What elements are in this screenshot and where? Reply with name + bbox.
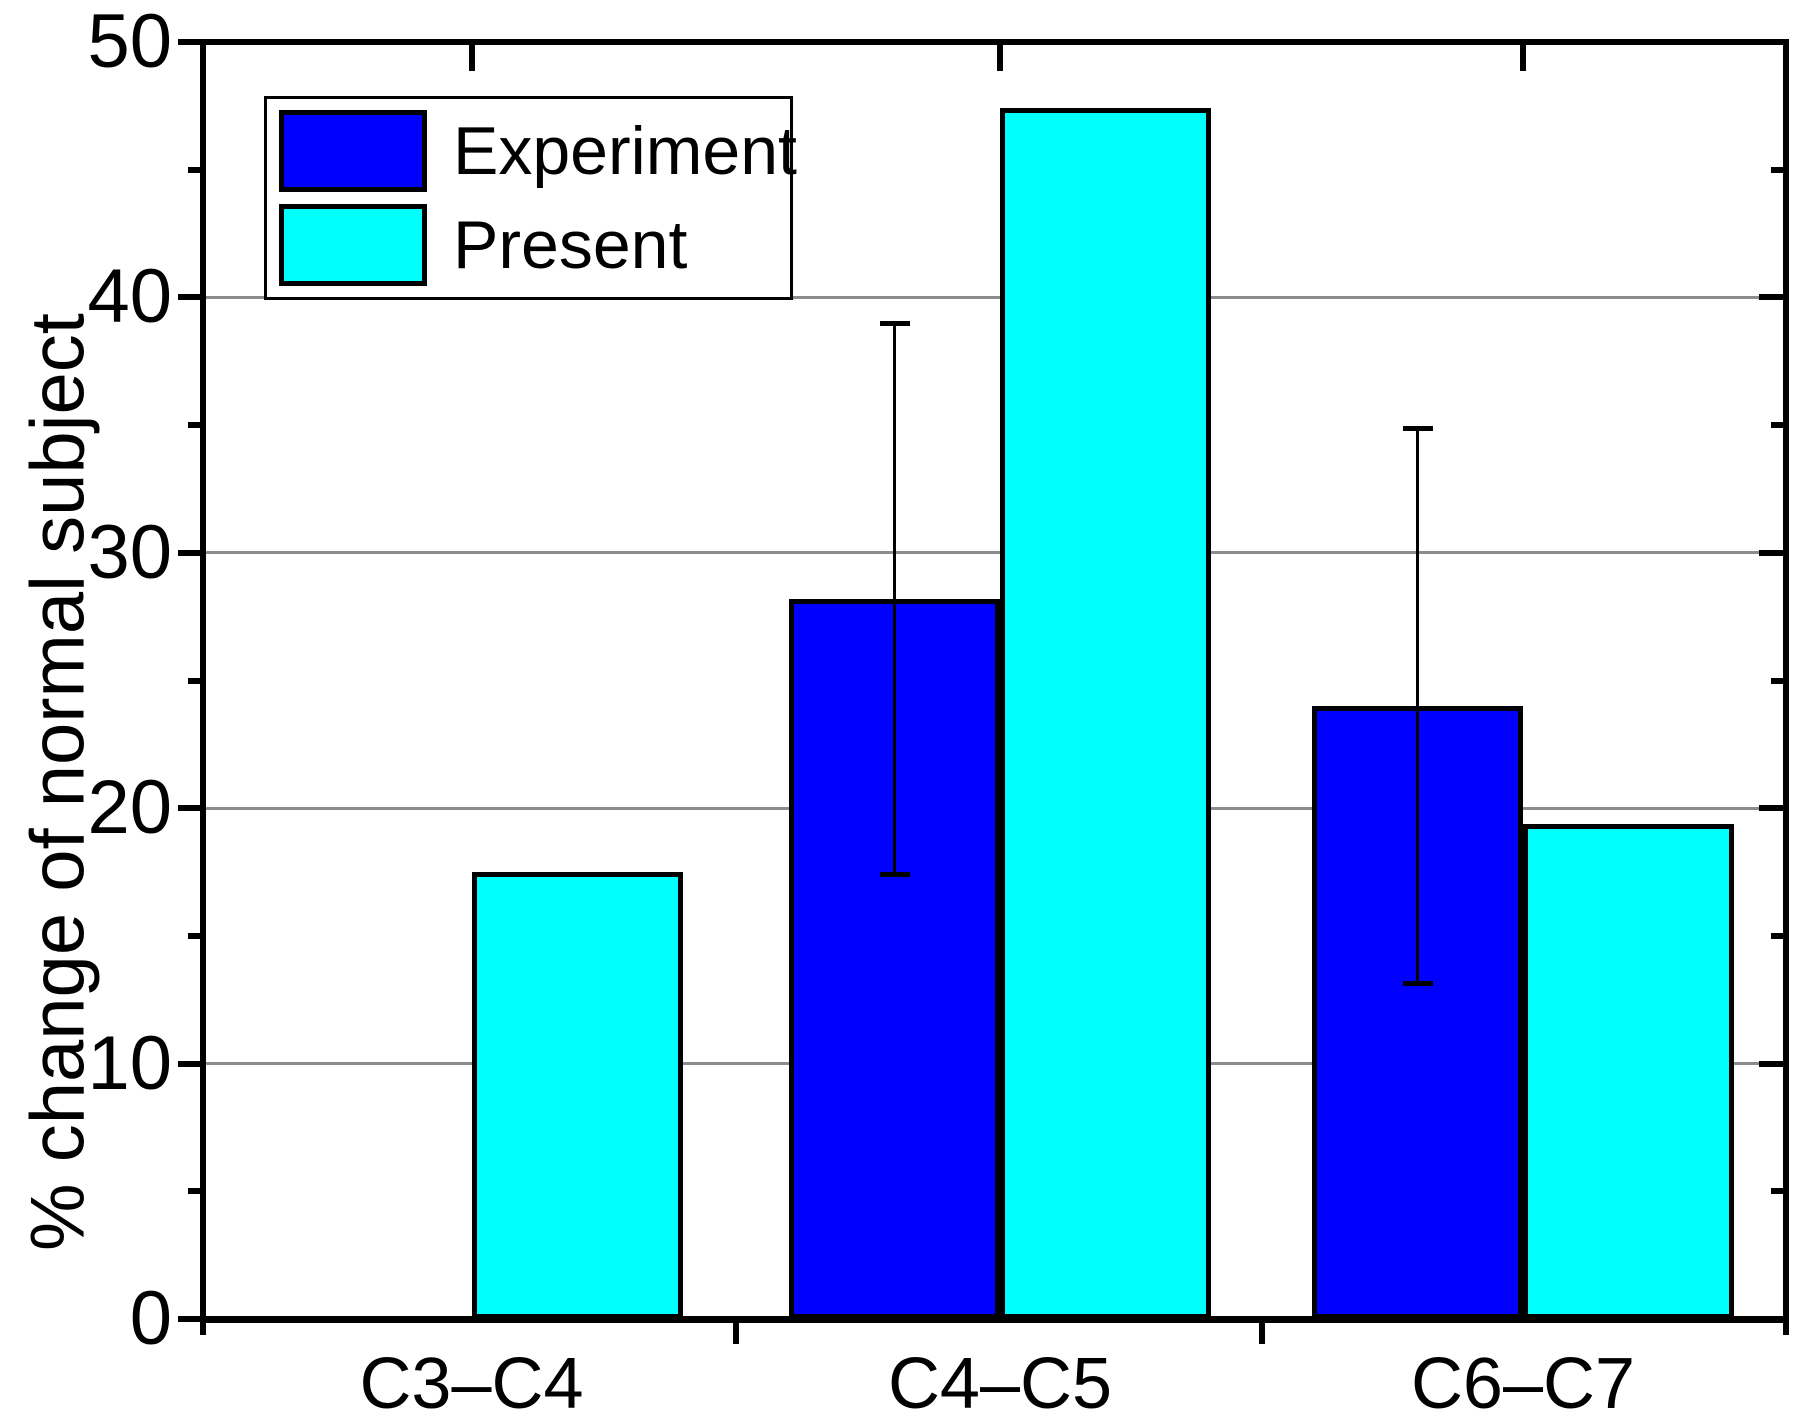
y-tick-right-minor-5 — [1771, 1188, 1783, 1195]
error-bar-cap-bottom — [1402, 981, 1433, 987]
error-bar-cap-top — [879, 320, 910, 326]
y-tick-label-40: 40 — [87, 254, 172, 340]
y-tick-label-10: 10 — [87, 1020, 172, 1106]
x-tick-label-C4–C5: C4–C5 — [887, 1344, 1113, 1424]
y-tick-label-20: 20 — [87, 765, 172, 851]
y-tick-label-30: 30 — [87, 509, 172, 595]
error-bar-cap-top — [1402, 425, 1433, 431]
y-tick-right-major-40 — [1759, 294, 1783, 301]
legend-label-present: Present — [453, 206, 688, 283]
y-tick-right-minor-35 — [1771, 422, 1783, 429]
y-tick-minor-45 — [188, 166, 200, 173]
y-tick-right-minor-15 — [1771, 932, 1783, 939]
bar-present-C4–C5 — [1000, 108, 1211, 1319]
legend-swatch-present — [279, 203, 427, 286]
y-tick-major-50 — [178, 39, 200, 45]
y-tick-right-major-20 — [1759, 805, 1783, 812]
gridline-40 — [203, 295, 1786, 299]
plot-frame-top — [200, 39, 1789, 45]
y-tick-major-20 — [178, 805, 200, 812]
legend-label-experiment: Experiment — [453, 113, 797, 190]
legend-entry-experiment: Experiment — [279, 110, 797, 193]
legend-entry-present: Present — [279, 203, 790, 286]
x-tick-top-C6–C7 — [1520, 45, 1526, 71]
x-tick-label-C6–C7: C6–C7 — [1410, 1344, 1636, 1424]
x-tick-bottom-boundary — [732, 1322, 739, 1344]
error-bar-line — [1416, 427, 1419, 985]
x-tick-bottom-boundary — [1258, 1322, 1265, 1344]
y-tick-minor-5 — [188, 1188, 200, 1195]
y-tick-minor-25 — [188, 677, 200, 684]
y-tick-major-0 — [178, 1316, 200, 1322]
axis-corner-tick-right — [1783, 1322, 1789, 1335]
legend: Experiment Present — [264, 96, 797, 300]
gridline-30 — [203, 551, 1786, 555]
plot-frame-right — [1783, 39, 1789, 1322]
y-tick-right-major-10 — [1759, 1060, 1783, 1067]
y-tick-label-50: 50 — [87, 0, 172, 84]
y-tick-right-major-30 — [1759, 549, 1783, 556]
legend-swatch-experiment — [279, 110, 427, 193]
y-tick-label-0: 0 — [129, 1276, 172, 1361]
bar-present-C3–C4 — [471, 872, 683, 1319]
y-tick-minor-15 — [188, 932, 200, 939]
y-tick-right-minor-25 — [1771, 677, 1783, 684]
x-tick-label-C3–C4: C3–C4 — [359, 1344, 584, 1424]
y-tick-minor-35 — [188, 422, 200, 429]
x-axis-line — [200, 1316, 1789, 1323]
x-tick-top-C3–C4 — [468, 45, 475, 71]
y-axis-line — [200, 39, 206, 1322]
axis-corner-tick-left — [200, 1322, 206, 1335]
y-tick-major-10 — [178, 1060, 200, 1067]
y-tick-major-30 — [178, 549, 200, 556]
x-tick-top-C4–C5 — [997, 45, 1003, 71]
error-bar-line — [893, 322, 896, 875]
y-tick-right-minor-45 — [1771, 166, 1783, 173]
bar-present-C6–C7 — [1523, 823, 1734, 1319]
error-bar-cap-bottom — [879, 871, 910, 877]
y-tick-major-40 — [178, 294, 200, 301]
